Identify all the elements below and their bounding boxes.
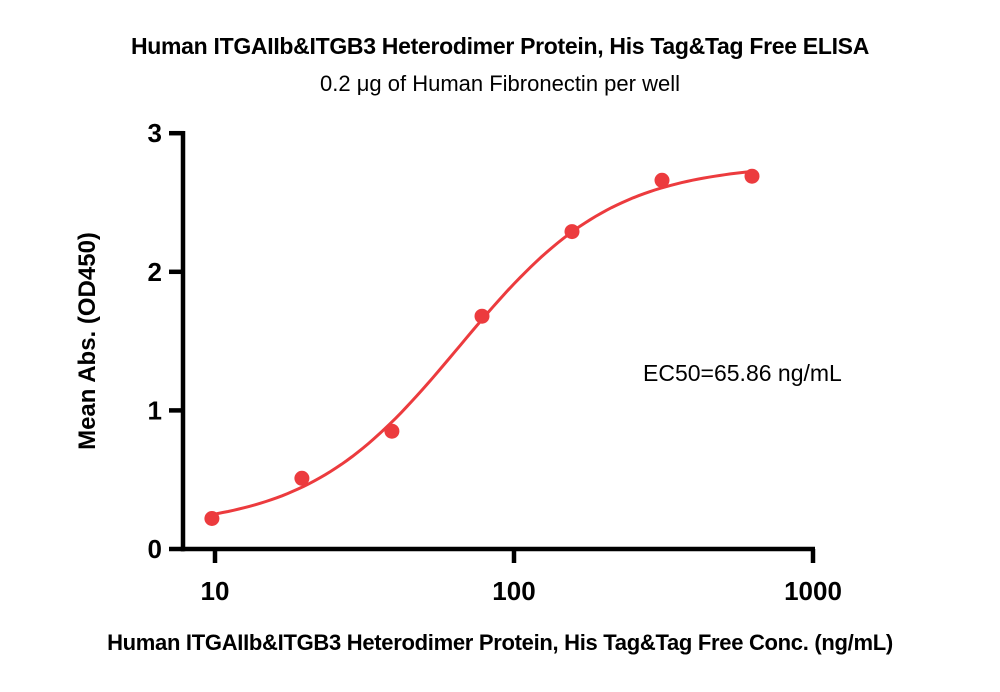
x-tick-label: 1000 (784, 576, 842, 606)
data-point (384, 423, 400, 439)
y-tick-label: 1 (148, 395, 162, 425)
y-tick-label: 2 (148, 257, 162, 287)
data-point (204, 511, 220, 526)
chart-title: Human ITGAIIb&ITGB3 Heterodimer Protein,… (130, 33, 870, 59)
chart-subtitle: 0.2 μg of Human Fibronectin per well (320, 71, 680, 96)
data-point (744, 168, 760, 184)
data-point (564, 224, 580, 240)
x-axis-label: Human ITGAIIb&ITGB3 Heterodimer Protein,… (107, 630, 893, 655)
fit-curve (210, 170, 754, 516)
data-point (654, 172, 670, 188)
data-point (474, 308, 490, 324)
y-tick-label: 3 (148, 118, 162, 148)
x-tick-label: 10 (201, 576, 230, 606)
y-tick-label: 0 (148, 534, 162, 564)
data-point (294, 470, 310, 486)
x-tick-label: 100 (492, 576, 535, 606)
ec50-annotation: EC50=65.86 ng/mL (643, 360, 842, 386)
